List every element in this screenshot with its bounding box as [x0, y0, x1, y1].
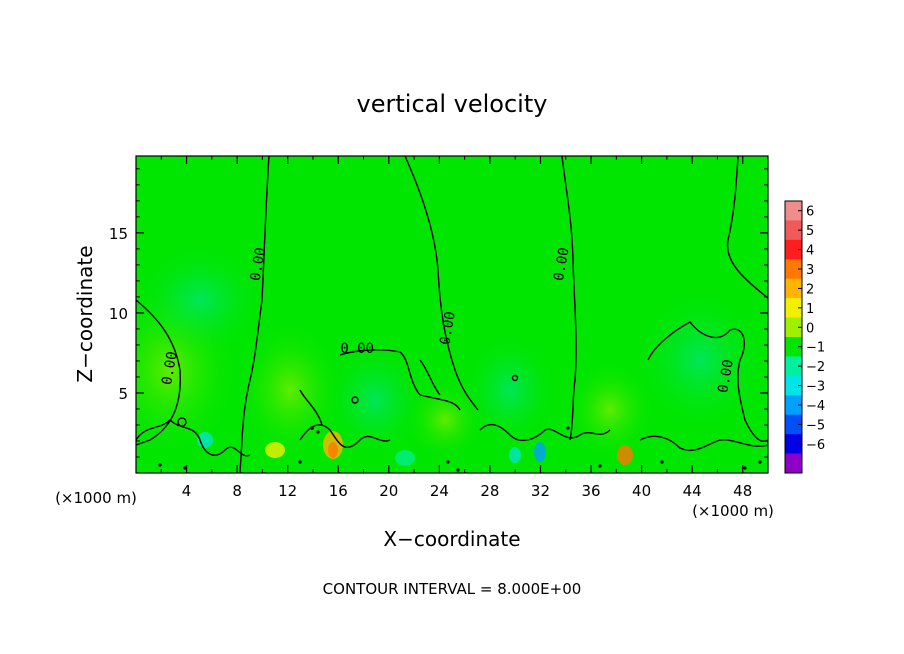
colorbar-label: 5 [806, 224, 814, 239]
colorbar-swatch [785, 317, 802, 338]
colorbar-label: −2 [806, 360, 825, 375]
colorbar-label: −4 [806, 399, 825, 414]
chart-title: vertical velocity [357, 90, 548, 118]
plot-area [136, 156, 768, 473]
contour-labels: 0.00 0.00 0.00 0.00 0.00 0.00 [159, 246, 737, 394]
x-axis: 4 8 12 16 20 24 28 32 36 40 44 48 [160, 156, 752, 500]
colorbar-swatch [785, 278, 802, 299]
y-tick-label: 15 [109, 225, 128, 243]
x-tick-label: 40 [632, 482, 651, 500]
colorbar-label: −1 [806, 341, 825, 356]
contour-interval-note: CONTOUR INTERVAL = 8.000E+00 [323, 580, 582, 598]
colorbar-swatch [785, 337, 802, 357]
colorbar-frame [784, 200, 803, 474]
colorbar-swatch [785, 395, 802, 416]
y-tick-label: 10 [109, 305, 128, 323]
colorbar-label: 1 [806, 302, 814, 317]
colorbar-label: −5 [806, 418, 825, 433]
x-unit-right: (×1000 m) [692, 502, 774, 520]
colorbar-swatch [785, 259, 802, 280]
colorbar-label: 3 [806, 263, 814, 278]
contour-label: 0.00 [340, 341, 374, 357]
colorbar-swatch [785, 414, 802, 435]
x-tick-label: 12 [278, 482, 297, 500]
x-tick-label: 28 [480, 482, 499, 500]
contour-label: 0.00 [551, 246, 573, 282]
colorbar-swatch [785, 453, 802, 474]
contour-label: 0.00 [248, 246, 270, 282]
x-tick-label: 48 [733, 482, 752, 500]
colorbar-label: −3 [806, 380, 825, 395]
contour-label: 0.00 [159, 350, 181, 386]
contour-label: 0.00 [715, 358, 737, 394]
x-axis-label: X−coordinate [383, 527, 520, 551]
colorbar-swatch [785, 375, 802, 396]
y-axis-label: Z−coordinate [73, 245, 97, 382]
x-tick-label: 44 [683, 482, 702, 500]
x-tick-label: 20 [379, 482, 398, 500]
x-tick-label: 36 [581, 482, 600, 500]
colorbar: 6 5 4 3 2 1 0 −1 −2 −3 −4 −5 −6 [784, 200, 825, 474]
colorbar-label: 6 [806, 205, 814, 220]
colorbar-swatch [785, 201, 802, 221]
contour-label: 0.00 [437, 310, 459, 346]
y-tick-label: 5 [118, 385, 128, 403]
colorbar-swatch [785, 356, 802, 377]
surface-contour-speckles [158, 426, 762, 472]
colorbar-label: −6 [806, 438, 825, 453]
plot-frame [135, 155, 769, 474]
colorbar-swatch [785, 434, 802, 454]
colorbar-swatch [785, 298, 802, 318]
x-unit-left: (×1000 m) [55, 489, 137, 507]
colorbar-label: 4 [806, 244, 814, 259]
x-tick-label: 8 [232, 482, 242, 500]
colorbar-label: 2 [806, 282, 814, 297]
colorbar-label: 0 [806, 321, 814, 336]
y-axis: 5 10 15 [109, 168, 768, 458]
colorbar-swatch [785, 220, 802, 241]
x-tick-label: 4 [182, 482, 192, 500]
zero-contours [136, 156, 768, 473]
x-tick-label: 24 [430, 482, 449, 500]
colorbar-swatch [785, 239, 802, 260]
x-tick-label: 32 [531, 482, 550, 500]
x-tick-label: 16 [329, 482, 348, 500]
